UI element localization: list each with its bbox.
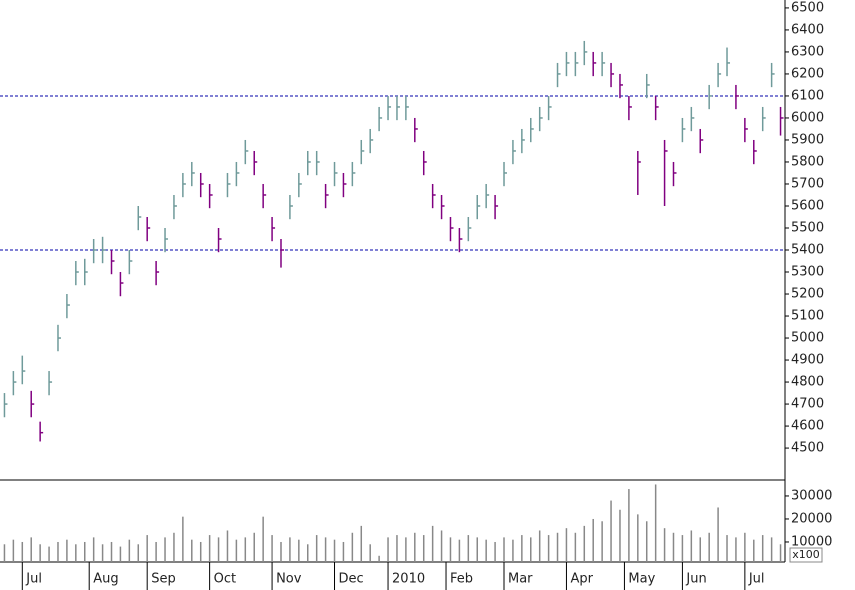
y-tick-label: 5300 [791,265,824,280]
y-tick-label: 5800 [791,154,824,169]
y-tick-label: 6400 [791,22,824,37]
x-tick-label: Nov [276,572,302,587]
x-tick-label: 2010 [392,572,425,587]
y-tick-label: 5100 [791,309,824,324]
unit-box [789,547,823,563]
y-tick-label: 6500 [791,0,824,15]
y-tick-label: 5900 [791,132,824,147]
y-tick-label: 6200 [791,66,824,81]
x-tick-label: Feb [450,572,473,587]
y-tick-label: 4500 [791,441,824,456]
x-tick-label: Dec [339,572,364,587]
x-tick-label: Jun [685,572,706,587]
y-tick-label: 4600 [791,419,824,434]
x-tick-label: Oct [214,572,236,587]
y-tick-label: 5500 [791,220,824,235]
y-tick-label: 5000 [791,331,824,346]
volume-tick-label: 20000 [791,511,832,526]
y-tick-label: 6100 [791,88,824,103]
y-tick-label: 5700 [791,176,824,191]
y-tick-label: 4700 [791,397,824,412]
y-tick-label: 5600 [791,198,824,213]
y-tick-label: 5400 [791,243,824,258]
x-tick-label: Mar [508,572,533,587]
x-tick-label: Apr [570,572,593,587]
y-tick-label: 5200 [791,287,824,302]
x-tick-label: Jul [25,572,42,587]
volume-tick-label: 30000 [791,488,832,503]
volume-unit: x100 [792,548,820,561]
y-tick-label: 4800 [791,375,824,390]
x-tick-label: May [628,572,655,587]
y-tick-label: 4900 [791,353,824,368]
x-tick-label: Jul [748,572,765,587]
x-tick-label: Aug [93,572,118,587]
y-tick-label: 6300 [791,44,824,59]
x-tick-label: Sep [151,572,176,587]
volume-tick-label: 10000 [791,534,832,549]
y-tick-label: 6000 [791,110,824,125]
